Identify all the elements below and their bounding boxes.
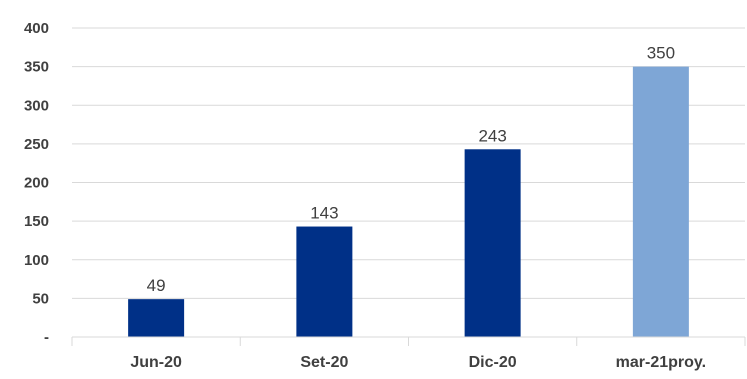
x-tick-label: Jun-20 xyxy=(130,354,182,371)
y-tick-label: 200 xyxy=(24,175,49,192)
bar-set-20 xyxy=(296,226,353,337)
y-tick-label: 150 xyxy=(24,213,49,230)
y-tick-label: 350 xyxy=(24,59,49,76)
data-label: 143 xyxy=(310,204,338,223)
y-tick-label: 300 xyxy=(24,97,49,114)
bar-dic-20 xyxy=(464,149,521,337)
data-labels: 49 143 243 350 xyxy=(147,44,675,296)
y-tick-label: 100 xyxy=(24,252,49,269)
bar-mar-21proy- xyxy=(632,66,689,337)
bar-jun-20 xyxy=(128,299,185,337)
data-label: 350 xyxy=(647,44,675,63)
y-tick-label: 250 xyxy=(24,136,49,153)
y-tick-label: - xyxy=(44,329,49,346)
y-tick-label: 50 xyxy=(32,290,49,307)
bars xyxy=(128,66,689,337)
data-label: 49 xyxy=(147,276,166,295)
gridlines xyxy=(72,27,745,299)
x-axis: Jun-20 Set-20 Dic-20 mar-21proy. xyxy=(71,336,746,371)
y-tick-label: 400 xyxy=(24,20,49,37)
data-label: 243 xyxy=(478,126,506,145)
x-tick-label: mar-21proy. xyxy=(616,354,706,371)
y-axis: - 50 100 150 200 250 300 350 400 xyxy=(24,20,49,346)
x-tick-label: Dic-20 xyxy=(469,354,517,371)
x-tick-label: Set-20 xyxy=(300,354,348,371)
